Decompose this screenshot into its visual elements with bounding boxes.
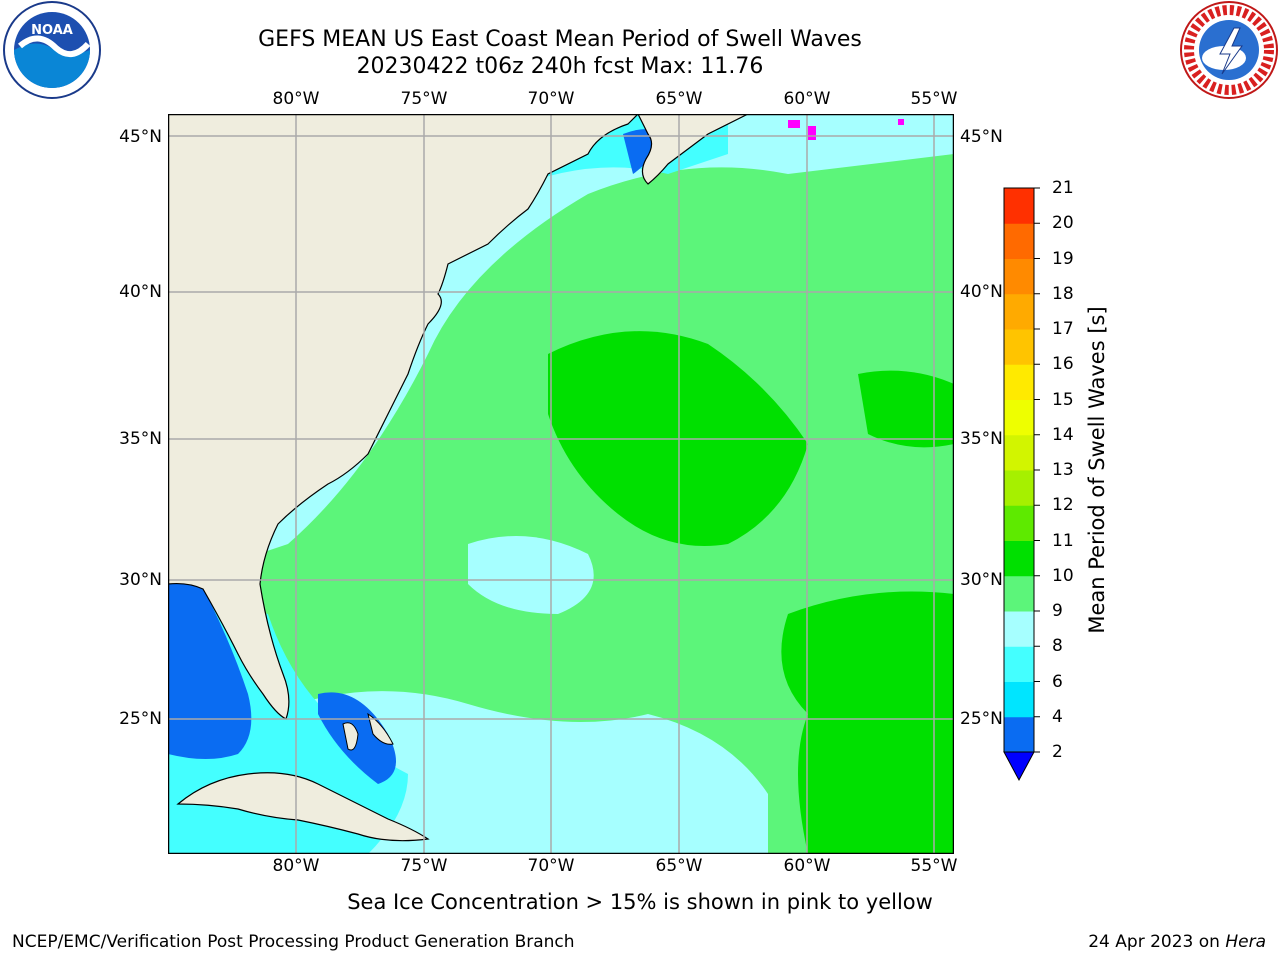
land-cuba (176, 772, 430, 842)
colorbar-segment (1004, 611, 1034, 647)
colorbar-segment (1004, 716, 1034, 753)
colorbar-tick-label: 13 (1052, 460, 1074, 480)
swell-period-map (168, 114, 954, 854)
lon-label-top: 60°W (783, 89, 831, 109)
noaa-logo-text: NOAA (31, 23, 73, 38)
colorbar-segment (1004, 399, 1034, 436)
sea-ice-patch-2 (808, 126, 816, 140)
colorbar-segment (1004, 505, 1034, 541)
lon-label-bottom: 70°W (527, 856, 575, 876)
caption-text: Sea Ice Concentration > 15% is shown in … (347, 890, 933, 914)
colorbar-segment (1004, 575, 1034, 612)
land-bahamas-2 (367, 712, 394, 745)
map-frame (168, 114, 954, 854)
lon-label-bottom: 80°W (272, 856, 320, 876)
lat-label-left: 40°N (119, 282, 162, 302)
sea-ice-caption: Sea Ice Concentration > 15% is shown in … (0, 890, 1280, 914)
colorbar (1003, 187, 1040, 782)
lon-label-bottom: 65°W (655, 856, 703, 876)
colorbar-label: Mean Period of Swell Waves [s] (1085, 306, 1109, 634)
ocean-field-10s-east (781, 591, 954, 854)
lon-label-bottom: 60°W (783, 856, 831, 876)
colorbar-tick-label: 10 (1052, 565, 1074, 586)
colorbar-tick-label: 12 (1052, 495, 1074, 516)
land-nova-scotia (637, 114, 749, 185)
colorbar-segment (1004, 364, 1034, 400)
lat-label-left: 25°N (119, 709, 162, 729)
colorbar-segment (1004, 646, 1034, 682)
colorbar-extend-arrow (1003, 751, 1035, 782)
lat-label-right: 45°N (960, 127, 1003, 147)
colorbar-segment (1004, 258, 1034, 295)
colorbar-tick-label: 20 (1052, 213, 1074, 234)
lat-label-right: 30°N (960, 570, 1003, 590)
lat-label-right: 35°N (960, 429, 1003, 449)
lat-label-left: 45°N (119, 127, 162, 147)
lat-label-left: 30°N (119, 570, 162, 590)
colorbar-tick-label: 18 (1052, 283, 1074, 304)
ocean-field-4s-gulf (168, 579, 252, 759)
ocean-field-8s-mid (468, 536, 594, 614)
noaa-logo: NOAA (3, 1, 101, 99)
colorbar-tick-label: 21 (1052, 178, 1074, 198)
plot-title: GEFS MEAN US East Coast Mean Period of S… (258, 27, 862, 52)
lon-label-top: 70°W (527, 89, 575, 109)
lon-label-bottom: 75°W (400, 856, 448, 876)
colorbar-tick-label: 17 (1052, 319, 1074, 339)
footer-date-text: 24 Apr 2023 on (1088, 932, 1226, 952)
colorbar-tick-label: 4 (1052, 706, 1063, 727)
colorbar-tick-label: 8 (1052, 636, 1063, 657)
sea-ice-patch (788, 120, 800, 128)
colorbar-tick-label: 19 (1052, 248, 1074, 269)
nws-logo (1180, 1, 1278, 99)
colorbar-segment (1004, 188, 1034, 224)
colorbar-segment (1004, 681, 1034, 718)
lat-label-left: 35°N (119, 429, 162, 449)
colorbar-segment (1004, 470, 1034, 506)
colorbar-tick-label: 16 (1052, 354, 1074, 375)
colorbar-segment (1004, 329, 1034, 365)
footer-host: Hera (1225, 932, 1266, 952)
lat-label-right: 40°N (960, 282, 1003, 302)
sea-ice-patch-3 (898, 119, 904, 125)
lon-label-top: 65°W (655, 89, 703, 109)
colorbar-tick-label: 9 (1052, 601, 1063, 621)
lon-label-top: 55°W (910, 89, 958, 109)
colorbar-tick-label: 15 (1052, 389, 1074, 410)
colorbar-tick-label: 2 (1052, 742, 1063, 762)
footer-credit: NCEP/EMC/Verification Post Processing Pr… (12, 932, 575, 952)
colorbar-segment (1004, 223, 1034, 259)
colorbar-segment (1004, 434, 1034, 471)
ocean-field-10s-ne (858, 370, 954, 448)
colorbar-tick-label: 6 (1052, 671, 1063, 692)
colorbar-segment (1004, 293, 1034, 330)
land-us-east-coast (168, 114, 639, 720)
lon-label-top: 80°W (272, 89, 320, 109)
footer-date: 24 Apr 2023 on Hera (1088, 932, 1266, 952)
colorbar-tick-label: 14 (1052, 424, 1074, 445)
colorbar-tick-label: 11 (1052, 530, 1074, 551)
lon-label-bottom: 55°W (910, 856, 958, 876)
land-bahamas (342, 722, 359, 751)
lat-label-right: 25°N (960, 709, 1003, 729)
lon-label-top: 75°W (400, 89, 448, 109)
graticule (168, 114, 954, 854)
plot-subtitle: 20230422 t06z 240h fcst Max: 11.76 (356, 54, 764, 79)
colorbar-segment (1004, 540, 1034, 577)
